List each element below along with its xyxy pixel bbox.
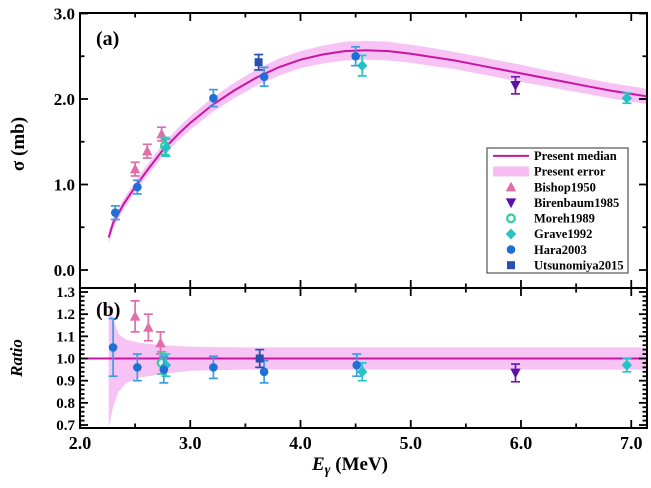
- svg-text:6.0: 6.0: [510, 433, 533, 453]
- data-point-marker: [133, 182, 142, 192]
- data-point-marker: [506, 245, 516, 254]
- series-grave1992-panel-a: [160, 54, 633, 158]
- svg-text:1.1: 1.1: [56, 329, 75, 345]
- legend-label: Present median: [534, 149, 617, 163]
- series-birenbaum1985-panel-b: [510, 363, 521, 383]
- data-point-marker: [129, 163, 141, 174]
- svg-text:2.0: 2.0: [69, 433, 92, 453]
- legend-label: Present error: [534, 165, 606, 179]
- legend-label: Birenbaum1985: [534, 196, 619, 210]
- legend-label: Utsunomiya2015: [534, 258, 624, 272]
- data-point-marker: [254, 58, 263, 67]
- legend-item-moreh1989: Moreh1989: [506, 212, 595, 226]
- data-point-marker: [142, 145, 153, 156]
- data-point-marker: [352, 360, 362, 370]
- svg-text:1.0: 1.0: [54, 176, 75, 195]
- data-point-marker: [357, 366, 368, 378]
- legend-label: Bishop1950: [534, 180, 596, 194]
- legend-item-birenbaum1985: Birenbaum1985: [505, 196, 619, 210]
- legend-label: Moreh1989: [534, 212, 595, 226]
- svg-text:0.8: 0.8: [56, 396, 75, 412]
- svg-text:0.7: 0.7: [56, 418, 75, 434]
- data-point-marker: [259, 367, 269, 377]
- data-point-marker: [507, 261, 515, 270]
- series-hara2003-panel-b: [108, 317, 362, 384]
- data-point-marker: [357, 60, 368, 72]
- svg-text:5.0: 5.0: [400, 433, 423, 453]
- legend-label: Hara2003: [534, 243, 587, 257]
- axis-ticks-panel-a: [79, 12, 647, 288]
- x-tick-labels: 2.0 3.0 4.0 5.0 6.0 7.0: [69, 433, 643, 453]
- legend-label: Grave1992: [534, 227, 592, 241]
- legend-item-present-median: Present median: [493, 149, 617, 163]
- series-hara2003-panel-a: [110, 45, 361, 221]
- data-point-marker: [156, 128, 167, 139]
- data-point-marker: [209, 363, 218, 372]
- legend-item-utsunomiya2015: Utsunomiya2015: [507, 258, 624, 272]
- svg-text:1.3: 1.3: [56, 285, 75, 301]
- y-axis-label-ratio: Ratio: [7, 339, 26, 378]
- data-point-marker: [621, 92, 633, 104]
- present-error-band-b: [108, 298, 648, 428]
- svg-text:3.0: 3.0: [179, 433, 202, 453]
- y-tick-labels-panel-b: 0.7 0.8 0.9 1.0 1.1 1.2 1.3: [56, 285, 75, 434]
- svg-text:0.0: 0.0: [54, 261, 75, 280]
- data-point-marker: [505, 181, 517, 192]
- data-point-marker: [110, 208, 120, 218]
- legend-item-bishop1950: Bishop1950: [505, 180, 596, 194]
- data-point-marker: [506, 213, 516, 224]
- svg-text:2.0: 2.0: [54, 90, 75, 109]
- series-utsunomiya2015-panel-b: [255, 348, 265, 369]
- data-point-marker: [108, 343, 118, 352]
- axis-ticks-panel-b: [79, 288, 647, 428]
- data-point-marker: [160, 142, 172, 154]
- svg-text:4.0: 4.0: [289, 433, 312, 453]
- panel-a-letter: (a): [96, 28, 119, 50]
- present-error-band-a: [108, 40, 648, 244]
- data-point-marker: [133, 363, 142, 372]
- series-bishop1950-panel-b: [129, 300, 166, 355]
- x-axis-label: Eγ (MeV): [311, 454, 388, 478]
- data-point-marker: [259, 72, 269, 82]
- y-tick-labels-panel-a: 0.0 1.0 2.0 3.0: [54, 5, 75, 281]
- svg-text:3.0: 3.0: [54, 5, 75, 24]
- data-point-marker: [155, 337, 166, 348]
- data-point-marker: [505, 198, 517, 209]
- data-point-marker: [129, 310, 141, 321]
- data-point-marker: [351, 51, 360, 61]
- series-birenbaum1985-panel-a: [510, 75, 521, 95]
- svg-text:7.0: 7.0: [620, 433, 643, 453]
- svg-text:1.2: 1.2: [56, 307, 75, 323]
- present-median-curve: [107, 49, 648, 238]
- data-point-marker: [510, 81, 521, 91]
- svg-text:0.9: 0.9: [56, 374, 75, 390]
- series-utsunomiya2015-panel-a: [254, 53, 264, 71]
- data-point-marker: [209, 93, 218, 103]
- data-point-marker: [255, 354, 264, 363]
- panel-b-letter: (b): [96, 299, 120, 321]
- legend-item-grave1992: Grave1992: [505, 227, 592, 241]
- y-axis-label-sigma: σ (mb): [8, 117, 29, 171]
- svg-text:1.0: 1.0: [56, 352, 75, 368]
- data-point-marker: [505, 228, 517, 240]
- legend-item-present-error: Present error: [493, 165, 606, 179]
- data-point-marker: [143, 321, 154, 332]
- series-grave1992-panel-b: [160, 353, 633, 382]
- legend-item-hara2003: Hara2003: [506, 243, 587, 257]
- data-point-marker: [159, 365, 169, 374]
- data-point-marker: [510, 368, 521, 379]
- data-point-marker: [621, 359, 633, 371]
